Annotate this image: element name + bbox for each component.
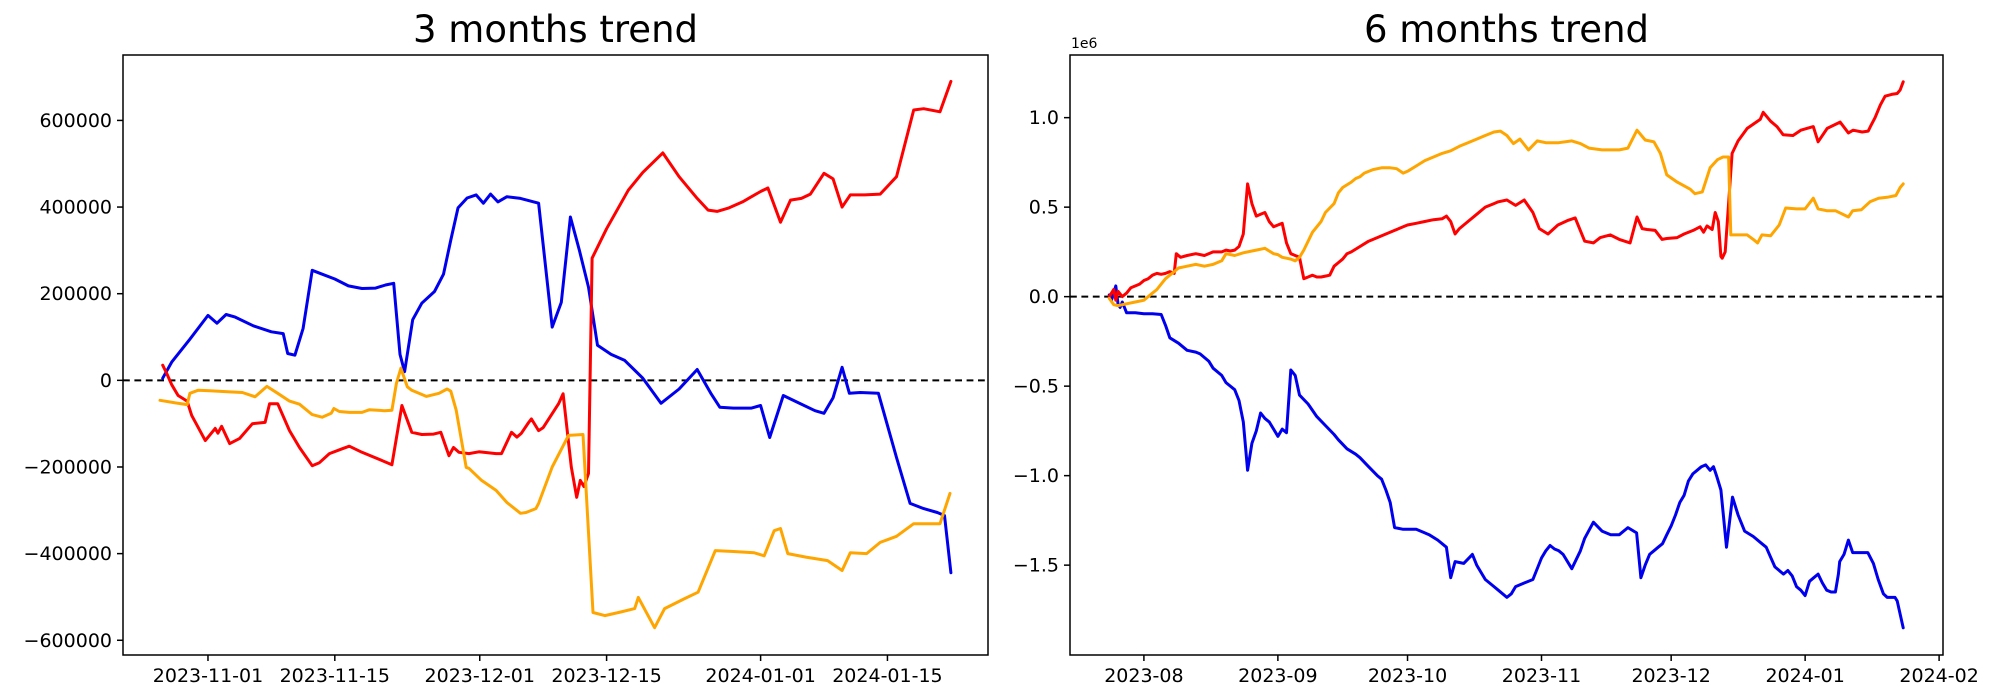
x-tick-label: 2023-09 — [1238, 665, 1317, 687]
y-tick-label: −1.0 — [1013, 465, 1059, 487]
x-tick-label: 2024-02 — [1899, 665, 1978, 687]
x-tick-label: 2023-11-01 — [153, 665, 263, 687]
axes-frame — [1069, 54, 1944, 656]
x-tick-label: 2023-12-15 — [551, 665, 661, 687]
x-tick-label: 2024-01 — [1765, 665, 1844, 687]
chart-title-3-months: 3 months trend — [413, 8, 698, 51]
chart-title-6-months: 6 months trend — [1364, 8, 1649, 51]
axes-frame — [122, 54, 989, 656]
y-tick-label: 1.0 — [1029, 107, 1059, 129]
six-months-chart-plot: 2023-08 2023-09 2023-10 2023-11 2023-12 2024-… — [1013, 36, 1979, 687]
x-tick-label: 2023-11-15 — [280, 665, 390, 687]
three-months-chart-plot: 2023-11-01 2023-11-15 2023-12-01 2023-12-15… — [24, 54, 989, 687]
x-tick-label: 2023-12-01 — [425, 665, 535, 687]
x-tick-label: 2023-10 — [1368, 665, 1447, 687]
blue-trend-line — [161, 192, 953, 575]
red-trend-line — [1107, 80, 1905, 302]
x-tick-label: 2023-12 — [1631, 665, 1710, 687]
y-tick-label: 200000 — [39, 283, 112, 305]
x-tick-label: 2023-08 — [1104, 665, 1183, 687]
orange-trend-line — [158, 366, 952, 630]
y-tick-label: 400000 — [39, 197, 112, 219]
y-tick-label: −400000 — [24, 543, 112, 565]
x-tick-label: 2024-01-15 — [832, 665, 942, 687]
y-tick-label: −0.5 — [1013, 376, 1059, 398]
y-axis-offset-label: 1e6 — [1071, 36, 1098, 52]
y-tick-label: 600000 — [39, 110, 112, 132]
blue-trend-line — [1107, 284, 1905, 630]
orange-trend-line — [1107, 128, 1905, 308]
y-tick-label: −600000 — [24, 630, 112, 652]
y-tick-label: −200000 — [24, 456, 112, 478]
y-tick-label: 0.0 — [1029, 286, 1059, 308]
y-tick-label: 0.5 — [1029, 197, 1059, 219]
y-tick-label: 0 — [100, 370, 112, 392]
x-tick-label: 2024-01-01 — [705, 665, 815, 687]
x-tick-label: 2023-11 — [1502, 665, 1581, 687]
y-tick-label: −1.5 — [1013, 555, 1059, 577]
red-trend-line — [161, 79, 953, 499]
